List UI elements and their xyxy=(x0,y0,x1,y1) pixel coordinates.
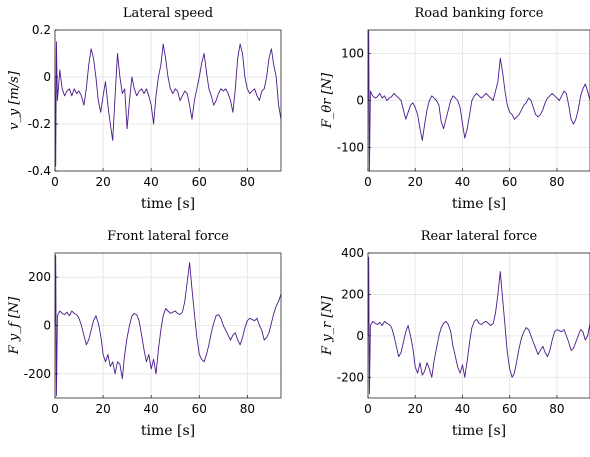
chart-road-banking-force: 0 20 40 60 80 -100 0 100 Road banking force time … xyxy=(320,6,590,212)
chart-lateral-speed: 0 20 40 60 80 -0.4 -0.2 0 0.2 Lateral speed time [… xyxy=(7,6,282,212)
y-axis-label: F y_r [N] xyxy=(320,295,335,356)
chart-title: Road banking force xyxy=(415,6,544,21)
y-tick-label: 0 xyxy=(43,319,51,333)
x-tick-label: 20 xyxy=(95,175,110,189)
axes-frame xyxy=(367,252,590,399)
x-tick-label: 40 xyxy=(144,175,159,189)
series-line xyxy=(54,254,282,397)
x-axis-label: time [s] xyxy=(452,196,506,212)
y-tick-label: 100 xyxy=(341,47,364,61)
x-tick-label: 80 xyxy=(240,175,255,189)
y-axis-label: F_θr [N] xyxy=(320,72,335,129)
series-line xyxy=(367,29,590,172)
chart-title: Rear lateral force xyxy=(421,229,538,244)
chart-title: Front lateral force xyxy=(107,229,229,244)
y-tick-label: -0.2 xyxy=(28,117,51,131)
y-tick-label: 0 xyxy=(356,94,364,108)
x-axis-label: time [s] xyxy=(452,423,506,439)
series-line xyxy=(367,256,590,395)
x-tick-label: 60 xyxy=(502,402,517,416)
chart-front-lateral-force: 0 20 40 60 80 -200 0 200 Front lateral force time… xyxy=(7,229,282,439)
y-tick-label: -200 xyxy=(337,370,364,384)
chart-title: Lateral speed xyxy=(123,6,213,21)
y-tick-label: 0.2 xyxy=(32,23,51,37)
x-tick-label: 40 xyxy=(455,175,470,189)
x-tick-label: 0 xyxy=(51,402,59,416)
y-tick-label: 200 xyxy=(28,270,51,284)
x-tick-label: 60 xyxy=(192,402,207,416)
x-tick-label: 0 xyxy=(364,175,372,189)
x-tick-label: 60 xyxy=(192,175,207,189)
axes-frame xyxy=(54,29,282,172)
x-tick-label: 40 xyxy=(144,402,159,416)
y-tick-label: 0 xyxy=(43,70,51,84)
y-tick-label: -100 xyxy=(337,141,364,155)
x-tick-label: 80 xyxy=(549,175,564,189)
x-tick-label: 0 xyxy=(51,175,59,189)
y-axis-label: F y_f [N] xyxy=(7,296,22,355)
x-tick-label: 20 xyxy=(95,402,110,416)
x-tick-label: 60 xyxy=(502,175,517,189)
y-tick-label: 200 xyxy=(341,287,364,301)
y-tick-label: 0 xyxy=(356,329,364,343)
x-tick-label: 80 xyxy=(549,402,564,416)
x-tick-label: 20 xyxy=(408,402,423,416)
y-tick-label: -0.4 xyxy=(28,164,51,178)
x-tick-label: 80 xyxy=(240,402,255,416)
y-axis-label: v_y [m/s] xyxy=(7,70,22,130)
x-axis-label: time [s] xyxy=(141,196,195,212)
chart-rear-lateral-force: 0 20 40 60 80 -200 0 200 400 Rear lateral force ti… xyxy=(320,229,590,439)
series-line xyxy=(54,41,282,167)
x-tick-label: 40 xyxy=(455,402,470,416)
x-tick-label: 20 xyxy=(408,175,423,189)
x-axis-label: time [s] xyxy=(141,423,195,439)
y-tick-label: 400 xyxy=(341,246,364,260)
y-tick-label: -200 xyxy=(24,367,51,381)
x-tick-label: 0 xyxy=(364,402,372,416)
